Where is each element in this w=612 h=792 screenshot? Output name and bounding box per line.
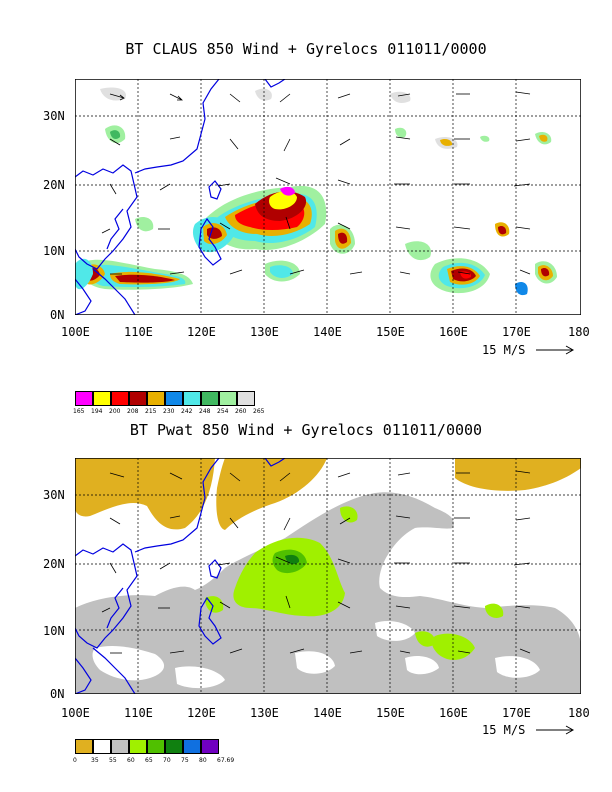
panel1-colorbar-label: 215 (145, 408, 157, 415)
panel1-xlabel-180: 180 (568, 325, 590, 339)
panel1-ylabel-30n: 30N (43, 109, 65, 123)
panel2-xlabel-180: 180 (568, 706, 590, 720)
panel2-colorbar-swatch (129, 739, 147, 754)
panel1-colorbar-swatch (165, 391, 183, 406)
panel1-colorbar-swatch (93, 391, 111, 406)
panel2-grid (75, 458, 581, 694)
panel1-colorbar-label: 208 (127, 408, 139, 415)
panel1-xlabel-110e: 110E (124, 325, 153, 339)
panel2-colorbar-swatch (93, 739, 111, 754)
panel2-xlabel-100e: 100E (61, 706, 90, 720)
panel2-colorbar-swatch (147, 739, 165, 754)
panel2-colorbar-swatch (75, 739, 93, 754)
panel1-colorbar-swatch (219, 391, 237, 406)
panel1-xlabel-130e: 130E (250, 325, 279, 339)
panel1-colorbar-swatch (147, 391, 165, 406)
panel1-colorbar-label: 265 (253, 408, 265, 415)
panel2-colorbar-swatch (183, 739, 201, 754)
panel1-xlabel-170e: 170E (502, 325, 531, 339)
panel2-colorbar-label: 67.69 (217, 757, 235, 764)
panel2-coastlines (75, 458, 286, 694)
panel2-title: BT Pwat 850 Wind + Gyrelocs 011011/0000 (129, 421, 483, 439)
panel2-colorbar-labels: 0 35 55 60 65 70 75 80 67.69 (73, 757, 275, 767)
panel1-xlabel-100e: 100E (61, 325, 90, 339)
panel1-xlabel-150e: 150E (376, 325, 405, 339)
panel1-colorbar-label: 230 (163, 408, 175, 415)
panel1-cloud-field (75, 87, 557, 296)
panel1-colorbar-labels: 165 194 200 208 215 230 242 248 254 260 265 (73, 408, 275, 418)
panel2-colorbar-swatch (111, 739, 129, 754)
panel1-colorbar-label: 194 (91, 408, 103, 415)
panel2-colorbar-label: 55 (109, 757, 117, 764)
panel2-wind-vectors (101, 470, 531, 654)
panel1-grid (75, 79, 581, 315)
panel2-ylabel-20n: 20N (43, 557, 65, 571)
panel1-xlabel-140e: 140E (313, 325, 342, 339)
panel2-xlabel-120e: 120E (187, 706, 216, 720)
panel1-colorbar-swatch (75, 391, 93, 406)
panel2-xlabel-150e: 150E (376, 706, 405, 720)
panel2-xlabel-130e: 130E (250, 706, 279, 720)
panel1-coastlines (75, 79, 286, 315)
panel2-xlabel-110e: 110E (124, 706, 153, 720)
panel2-colorbar-swatch (201, 739, 219, 754)
panel2-colorbar-label: 0 (73, 757, 77, 764)
panel2-colorbar-label: 35 (91, 757, 99, 764)
panel1-colorbar-label: 260 (235, 408, 247, 415)
panel2-colorbar-label: 70 (163, 757, 171, 764)
panel1-colorbar-label: 254 (217, 408, 229, 415)
panel2-pwat-field (75, 458, 581, 694)
panel2-ylabel-30n: 30N (43, 488, 65, 502)
panel2-colorbar-label: 75 (181, 757, 189, 764)
panel2-colorbar-swatch (165, 739, 183, 754)
panel1-xlabel-120e: 120E (187, 325, 216, 339)
panel2-scale-arrow (536, 725, 575, 735)
panel1-wind-vectors (101, 91, 531, 275)
panel1-scale-label: 15 M/S (482, 343, 526, 357)
panel2-map (75, 458, 581, 694)
panel1-colorbar-label: 242 (181, 408, 193, 415)
panel2-colorbar-label: 80 (199, 757, 207, 764)
panel1-colorbar-label: 248 (199, 408, 211, 415)
panel1-ylabel-10n: 10N (43, 244, 65, 258)
panel2-ylabel-0n: 0N (50, 687, 65, 701)
panel1-colorbar-swatch (129, 391, 147, 406)
panel1-colorbar-label: 165 (73, 408, 85, 415)
panel2-colorbar-label: 60 (127, 757, 135, 764)
panel2-scale-label: 15 M/S (482, 723, 526, 737)
panel1-scale-arrow (536, 345, 575, 355)
panel2-xlabel-140e: 140E (313, 706, 342, 720)
panel1-xlabel-160e: 160E (439, 325, 468, 339)
panel1-colorbar-swatch (183, 391, 201, 406)
panel1-ylabel-20n: 20N (43, 178, 65, 192)
panel2-colorbar-label: 65 (145, 757, 153, 764)
panel1-colorbar-swatch (111, 391, 129, 406)
panel1-map (75, 79, 581, 315)
panel1-colorbar-swatch (237, 391, 255, 406)
panel2-xlabel-160e: 160E (439, 706, 468, 720)
panel1-colorbar-label: 200 (109, 408, 121, 415)
panel1-ylabel-0n: 0N (50, 308, 65, 322)
panel2-ylabel-10n: 10N (43, 624, 65, 638)
panel1-title: BT CLAUS 850 Wind + Gyrelocs 011011/0000 (125, 40, 487, 58)
panel1-colorbar-swatch (201, 391, 219, 406)
panel2-xlabel-170e: 170E (502, 706, 531, 720)
